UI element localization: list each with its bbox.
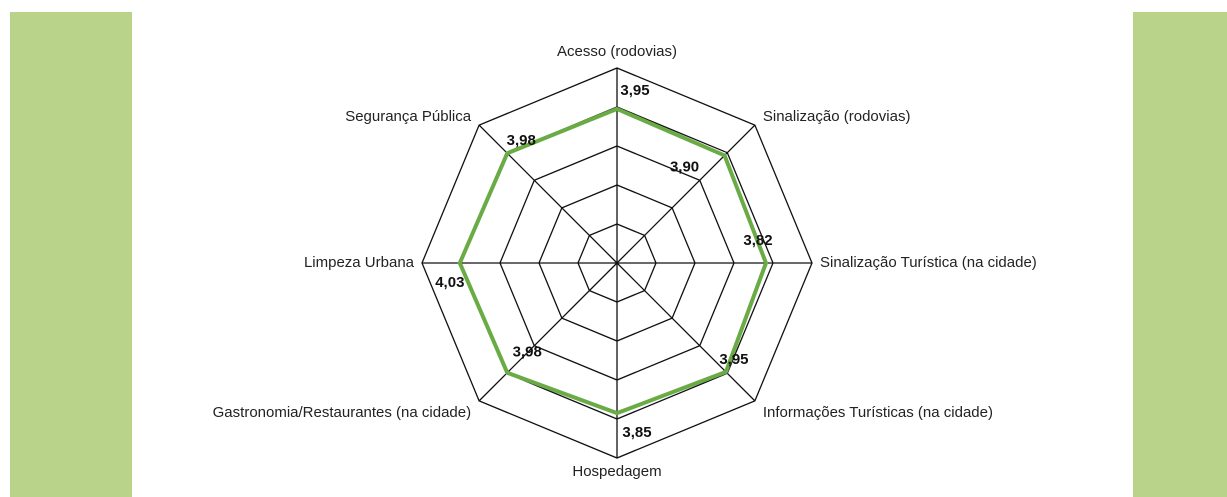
category-label: Acesso (rodovias)	[557, 43, 677, 60]
axis-spoke	[616, 262, 756, 402]
category-label: Hospedagem	[572, 463, 661, 480]
value-label: 3,90	[670, 158, 699, 175]
axis-spoke	[478, 124, 618, 264]
value-label: 3,82	[743, 232, 772, 249]
value-label: 3,98	[507, 132, 536, 149]
category-label: Sinalização (rodovias)	[763, 108, 911, 125]
axis-spoke	[478, 262, 618, 402]
category-label: Segurança Pública	[345, 108, 472, 125]
value-label: 3,95	[719, 351, 748, 368]
value-label: 3,95	[620, 82, 649, 99]
category-label: Limpeza Urbana	[304, 254, 415, 271]
category-label: Sinalização Turística (na cidade)	[820, 254, 1037, 271]
category-label: Gastronomia/Restaurantes (na cidade)	[213, 404, 471, 421]
value-label: 4,03	[435, 274, 464, 291]
value-label: 3,98	[513, 344, 542, 361]
side-panel	[10, 12, 132, 497]
axis-spoke	[616, 124, 756, 264]
category-label: Informações Turísticas (na cidade)	[763, 404, 993, 421]
side-panel	[1133, 12, 1227, 497]
series-line	[457, 106, 769, 416]
value-label: 3,85	[622, 424, 651, 441]
